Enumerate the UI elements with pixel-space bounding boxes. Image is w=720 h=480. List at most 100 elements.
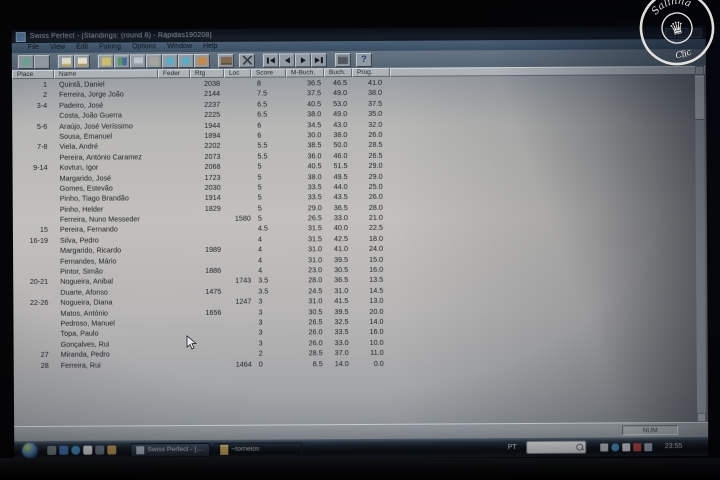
taskbar-task-torneios-folder[interactable]: ~torneios [214, 441, 303, 457]
print-button[interactable] [334, 52, 351, 67]
start-button[interactable] [22, 442, 38, 459]
quick-launch-icon[interactable] [95, 445, 105, 455]
cell-buch: 39.5 [334, 306, 349, 316]
open-tournament-button[interactable] [33, 54, 50, 69]
standings-report-button[interactable] [97, 54, 114, 69]
cell-rtg: 2073 [204, 151, 221, 161]
table-view-button[interactable] [217, 53, 234, 68]
cell-rtg: 1475 [205, 286, 222, 296]
pairings-report-button[interactable] [129, 53, 146, 68]
cell-prog: 15.0 [369, 254, 384, 264]
quick-launch-icon[interactable] [71, 445, 81, 455]
cell-place [13, 308, 55, 319]
menu-item[interactable]: File [27, 43, 40, 52]
cell-score: 5 [257, 192, 262, 202]
cell-name: Pereira, António Caramez [59, 152, 142, 162]
cell-score: 5 [257, 203, 262, 213]
new-tournament-button[interactable] [17, 54, 34, 69]
cell-prog: 24.0 [369, 244, 384, 254]
cell-mbuch: 30.0 [307, 130, 322, 140]
quick-launch-icon[interactable] [59, 445, 69, 455]
cell-feder [158, 100, 190, 111]
cell-buch: 38.0 [333, 130, 348, 140]
edit-pairings-button[interactable] [73, 54, 90, 69]
column-header[interactable]: Score [250, 68, 286, 78]
cell-place [13, 173, 55, 184]
taskbar-task-swiss-perfect[interactable]: Swiss Perfect - [Stan... [130, 442, 211, 457]
cell-score: 6.5 [257, 109, 268, 119]
next-round-button[interactable] [294, 52, 311, 67]
menu-item[interactable]: Edit [76, 43, 89, 51]
tray-icon[interactable] [622, 442, 631, 451]
quick-launch-icon[interactable] [47, 445, 57, 455]
cell-rtg [191, 214, 225, 225]
tray-icon[interactable] [611, 442, 620, 451]
column-header[interactable]: Feder [157, 69, 190, 79]
cell-score: 4 [258, 265, 263, 275]
cell-score: 3 [258, 317, 263, 327]
tray-icon[interactable] [633, 442, 642, 451]
cell-mbuch: 31.5 [307, 234, 322, 244]
edit-pairings-icon [77, 57, 87, 66]
cell-place: 28 [40, 360, 49, 370]
prev-round-button[interactable] [278, 52, 295, 67]
scrollbar-thumb[interactable] [694, 75, 705, 120]
cell-loc [225, 255, 252, 266]
round-forward-button[interactable] [177, 53, 194, 68]
delete-button[interactable] [238, 53, 255, 68]
cell-prog: 37.5 [368, 98, 383, 108]
cell-loc [225, 162, 252, 173]
menu-item[interactable]: Options [131, 43, 157, 51]
quick-launch-icon[interactable] [107, 445, 117, 455]
crosstable-report-icon [117, 56, 127, 65]
tray-icon[interactable] [644, 442, 653, 451]
cell-loc [225, 286, 252, 297]
crosstable-report-button[interactable] [113, 53, 130, 68]
cell-loc [226, 328, 253, 339]
menu-item[interactable]: Help [202, 42, 218, 50]
column-header[interactable]: M-Buch. [285, 68, 324, 78]
cell-mbuch: 28.0 [308, 275, 323, 285]
standings-table-body: 1 Quintã, Daniel 2038 8 36.5 46.5 41.0 2… [12, 76, 708, 371]
cell-prog: 26.5 [368, 150, 383, 160]
last-round-button[interactable] [310, 52, 327, 67]
cell-buch: 37.0 [334, 348, 349, 358]
cell-buch: 42.5 [333, 233, 348, 244]
column-header[interactable]: Buch. [323, 68, 352, 78]
first-round-button[interactable] [262, 52, 279, 68]
scroll-down-icon[interactable] [697, 412, 707, 422]
column-header[interactable]: Prog. [351, 67, 390, 78]
column-header[interactable]: Name [53, 69, 158, 79]
tray-icon[interactable] [600, 442, 609, 452]
menu-item[interactable]: Window [167, 43, 193, 51]
cell-mbuch: 26.0 [308, 327, 323, 337]
print-icon [337, 55, 348, 65]
cell-buch: 49.0 [333, 109, 348, 119]
cell-mbuch: 38.0 [307, 171, 322, 181]
cell-rtg: 2237 [204, 99, 221, 109]
round-back-button[interactable] [161, 53, 178, 68]
delete-icon [242, 55, 252, 65]
cell-place: 15 [39, 225, 48, 235]
cell-name: Ferreira, Nuno Messeder [59, 214, 140, 224]
search-input[interactable] [526, 440, 587, 454]
cell-place: 7-8 [36, 142, 48, 152]
cell-score: 7.5 [257, 88, 268, 99]
column-header[interactable]: Loc [223, 68, 251, 78]
app-icon [15, 31, 26, 42]
cell-prog: 0.0 [373, 358, 384, 368]
help-button[interactable]: ? [355, 52, 372, 67]
column-header[interactable]: Place [11, 69, 54, 80]
players-button[interactable] [193, 53, 210, 68]
enter-results-button[interactable] [57, 54, 74, 69]
quick-launch-icon[interactable] [83, 445, 93, 455]
history-report-button[interactable] [145, 53, 162, 68]
cell-buch: 49.5 [333, 171, 348, 181]
menu-item[interactable]: Pairing [99, 43, 122, 51]
swiss-perfect-icon [136, 445, 145, 454]
column-header[interactable]: Rtg [189, 68, 224, 79]
language-indicator[interactable]: PT [507, 444, 517, 452]
menu-item[interactable]: View [50, 43, 66, 51]
cell-mbuch: 8.5 [312, 358, 323, 368]
search-icon [576, 443, 584, 451]
